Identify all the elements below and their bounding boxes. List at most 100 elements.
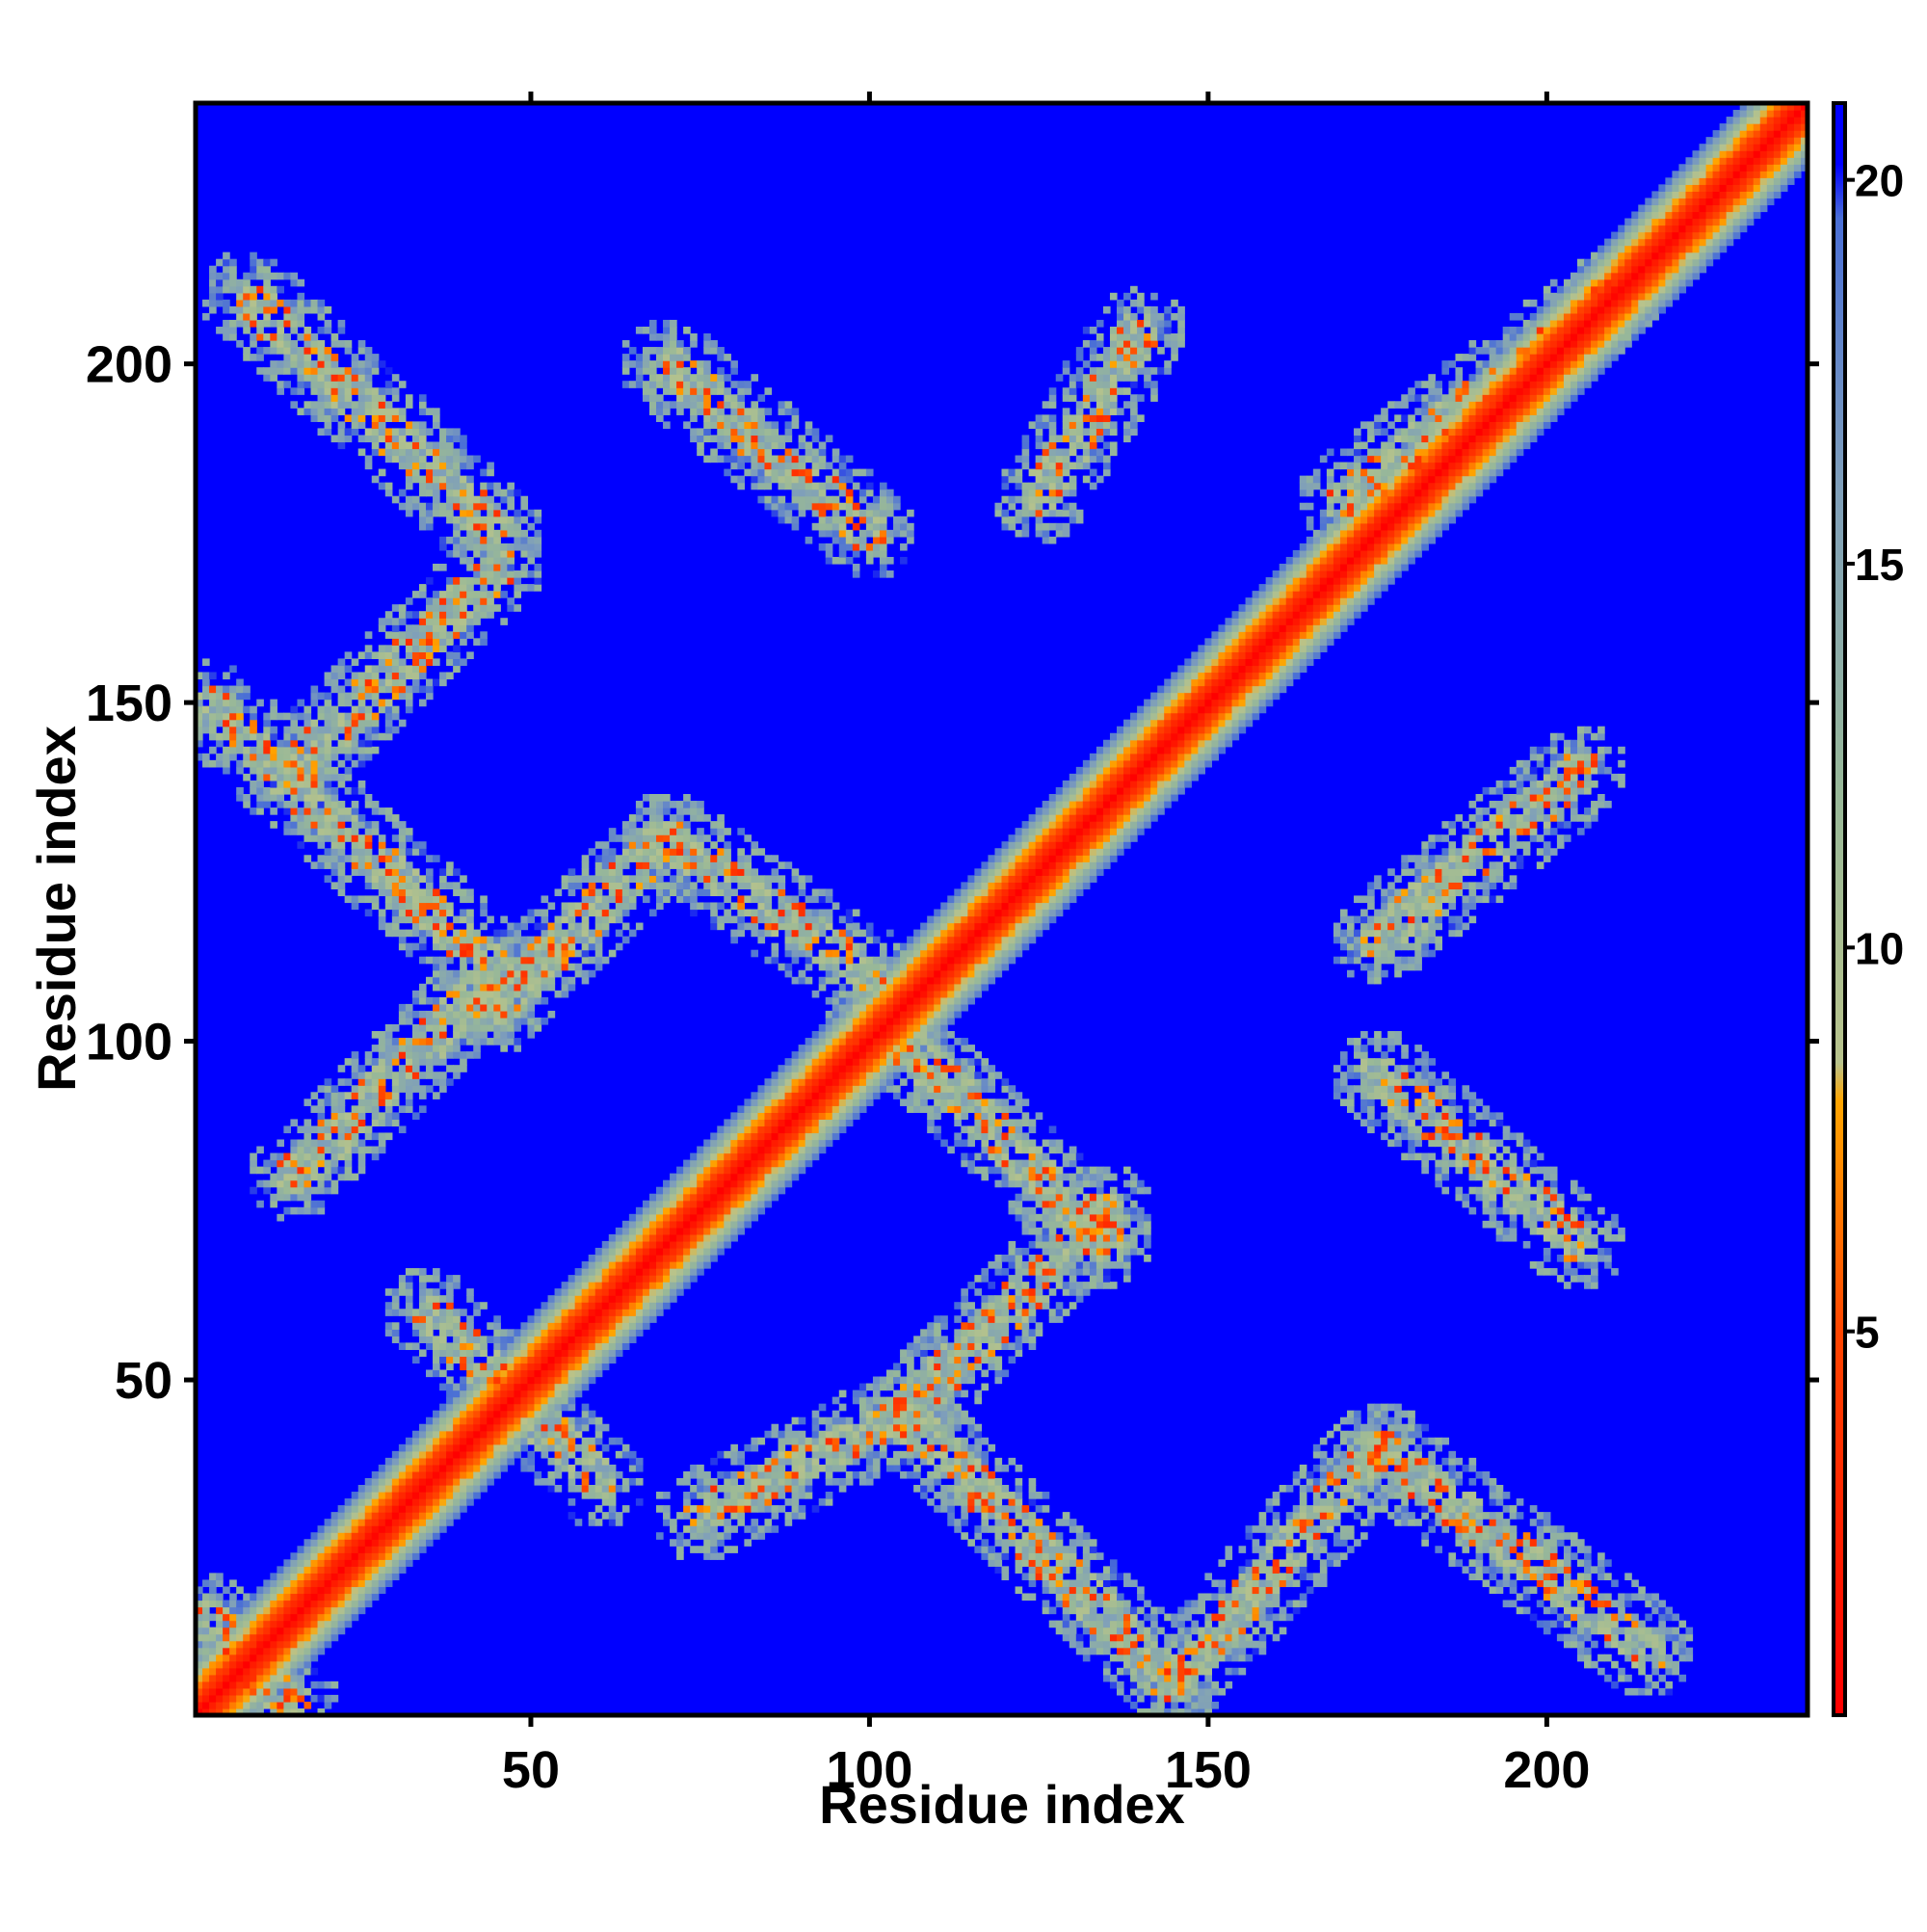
heatmap-cell: [371, 1566, 380, 1574]
heatmap-cell: [426, 692, 434, 701]
heatmap-cell: [608, 1282, 617, 1289]
heatmap-cell: [656, 902, 664, 911]
heatmap-cell: [690, 855, 698, 862]
heatmap-cell: [283, 780, 292, 788]
heatmap-cell: [223, 1701, 230, 1709]
heatmap-cell: [250, 1701, 257, 1709]
heatmap-cell: [446, 1423, 454, 1432]
heatmap-cell: [344, 1119, 353, 1127]
heatmap-cell: [384, 435, 393, 443]
heatmap-cell: [480, 996, 488, 1005]
heatmap-cell: [290, 786, 299, 795]
heatmap-cell: [466, 1450, 474, 1459]
heatmap-cell: [697, 1146, 704, 1154]
heatmap-cell: [351, 1173, 359, 1181]
heatmap-cell: [357, 895, 366, 904]
heatmap-cell: [520, 996, 529, 1005]
heatmap-cell: [507, 1336, 515, 1343]
heatmap-cell: [453, 577, 461, 585]
heatmap-cell: [405, 462, 413, 470]
heatmap-cell: [663, 888, 671, 897]
heatmap-cell: [561, 1295, 569, 1303]
heatmap-cell: [670, 1200, 677, 1208]
heatmap-cell: [621, 848, 630, 856]
heatmap-cell: [330, 1579, 339, 1588]
heatmap-cell: [507, 597, 515, 605]
heatmap-cell: [568, 1443, 576, 1452]
heatmap-cell: [433, 1470, 440, 1479]
heatmap-cell: [384, 618, 393, 625]
heatmap-cell: [554, 915, 563, 924]
heatmap-cell: [594, 1261, 603, 1269]
heatmap-cell: [453, 604, 461, 612]
heatmap-cell: [317, 1579, 326, 1588]
heatmap-cell: [426, 489, 434, 497]
heatmap-cell: [534, 570, 542, 578]
heatmap-cell: [433, 604, 440, 612]
heatmap-cell: [310, 746, 319, 754]
heatmap-cell: [737, 401, 745, 409]
heatmap-cell: [344, 1112, 353, 1121]
heatmap-cell: [446, 1322, 454, 1330]
heatmap-cell: [330, 1125, 339, 1134]
heatmap-cell: [676, 882, 684, 890]
heatmap-cell: [310, 780, 319, 788]
heatmap-cell: [717, 922, 725, 931]
heatmap-cell: [520, 1383, 529, 1391]
heatmap-cell: [324, 855, 332, 862]
heatmap-cell: [648, 882, 657, 890]
heatmap-cell: [493, 1342, 501, 1351]
heatmap-cell: [466, 631, 474, 639]
heatmap-cell: [371, 875, 380, 883]
heatmap-cell: [621, 1336, 630, 1343]
heatmap-cell: [527, 942, 536, 951]
heatmap-cell: [757, 1119, 766, 1127]
heatmap-cell: [439, 1295, 447, 1303]
heatmap-cell: [500, 1038, 508, 1045]
heatmap-cell: [608, 1268, 617, 1276]
heatmap-cell: [690, 1546, 698, 1553]
heatmap-cell: [574, 929, 583, 938]
heatmap-cell: [250, 1640, 257, 1649]
heatmap-cell: [724, 1525, 731, 1533]
heatmap-cell: [364, 1477, 373, 1486]
heatmap-cell: [676, 1282, 684, 1289]
heatmap-cell: [757, 1437, 766, 1445]
heatmap-cell: [648, 1309, 657, 1316]
heatmap-cell: [670, 821, 677, 829]
heatmap-cell: [290, 1660, 299, 1669]
heatmap-cell: [703, 1247, 711, 1256]
heatmap-cell: [737, 1220, 745, 1229]
heatmap-cell: [290, 367, 299, 375]
heatmap-cell: [426, 902, 434, 911]
heatmap-cell: [209, 746, 217, 754]
heatmap-cell: [426, 597, 434, 605]
heatmap-cell: [324, 1525, 332, 1533]
heatmap-cell: [588, 1512, 596, 1520]
heatmap-cell: [744, 1173, 752, 1181]
heatmap-cell: [453, 1349, 461, 1358]
heatmap-cell: [608, 1261, 617, 1269]
heatmap-cell: [209, 1573, 217, 1581]
heatmap-cell: [270, 1173, 277, 1181]
heatmap-cell: [446, 922, 454, 931]
heatmap-cell: [371, 902, 380, 911]
heatmap-cell: [304, 381, 312, 388]
heatmap-cell: [418, 915, 427, 924]
heatmap-cell: [460, 936, 467, 944]
heatmap-cell: [351, 401, 359, 409]
heatmap-cell: [351, 428, 359, 437]
heatmap-cell: [527, 963, 536, 971]
heatmap-cell: [229, 719, 237, 728]
heatmap-cell: [460, 1450, 467, 1459]
heatmap-cell: [364, 726, 373, 734]
heatmap-cell: [663, 848, 671, 856]
heatmap-cell: [527, 1389, 536, 1398]
heatmap-cell: [344, 381, 353, 388]
heatmap-cell: [351, 1573, 359, 1581]
heatmap-cell: [771, 1505, 779, 1513]
heatmap-cell: [628, 814, 637, 822]
heatmap-cell: [581, 956, 590, 965]
heatmap-cell: [473, 1443, 481, 1452]
heatmap-cell: [330, 834, 339, 842]
